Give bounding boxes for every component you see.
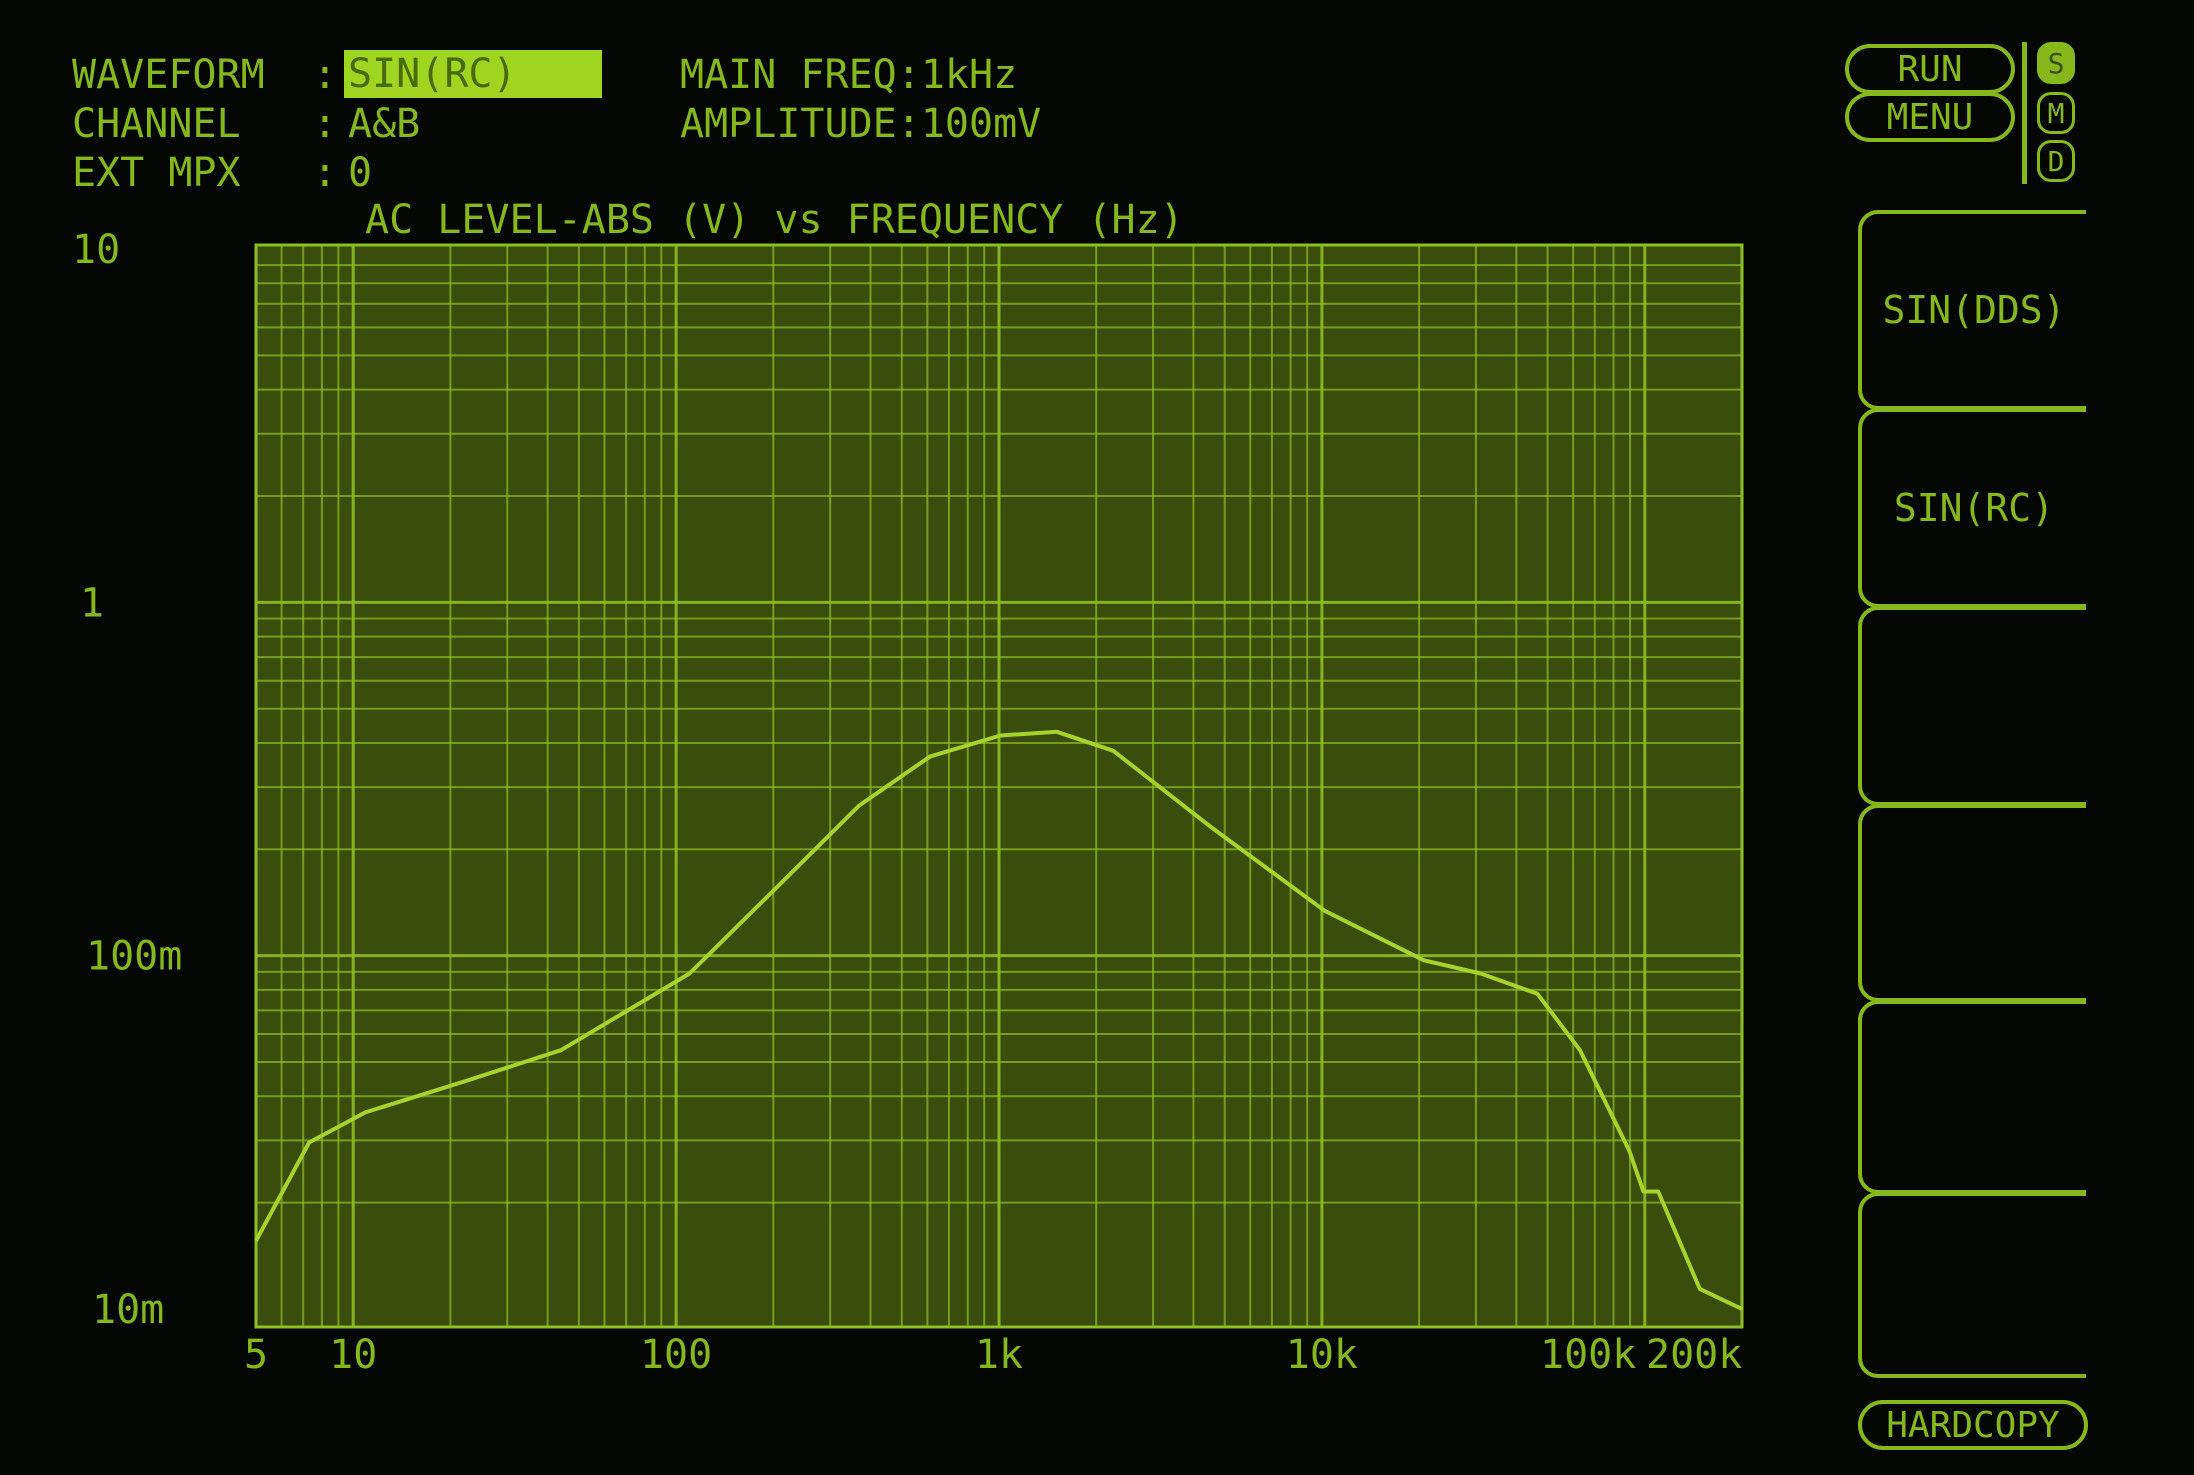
- softkey-sin-rc[interactable]: SIN(RC): [1858, 408, 2086, 608]
- softkey-5[interactable]: [1858, 1000, 2086, 1194]
- hardcopy-button[interactable]: HARDCOPY: [1858, 1400, 2088, 1450]
- x-tick-label: 5: [244, 1332, 268, 1378]
- amplitude: AMPLITUDE:100mV: [680, 101, 1042, 147]
- chart-title: AC LEVEL-ABS (V) vs FREQUENCY (Hz): [365, 197, 1184, 243]
- softkey-6[interactable]: [1858, 1192, 2086, 1378]
- ext-mpx-value: 0: [348, 150, 373, 196]
- waveform-value[interactable]: SIN(RC): [344, 50, 602, 98]
- ext-mpx-label: EXT MPX :: [72, 150, 337, 196]
- waveform-label: WAVEFORM :: [72, 52, 337, 98]
- mode-indicator-s[interactable]: S: [2037, 42, 2075, 84]
- main-freq: MAIN FREQ:1kHz: [680, 52, 1018, 98]
- x-tick-label: 200k: [1646, 1332, 1742, 1378]
- trace-line: [254, 729, 1743, 1311]
- y-tick-label: 1: [80, 580, 104, 626]
- x-tick-label: 100: [640, 1332, 712, 1378]
- x-tick-label: 1k: [975, 1332, 1023, 1378]
- y-tick-label: 10: [72, 227, 120, 273]
- softkey-3[interactable]: [1858, 606, 2086, 806]
- x-tick-label: 10: [329, 1332, 377, 1378]
- softkey-4[interactable]: [1858, 804, 2086, 1002]
- indicator-divider: [2022, 42, 2027, 184]
- softkey-sin-dds[interactable]: SIN(DDS): [1858, 210, 2086, 410]
- mode-indicator-d[interactable]: D: [2037, 140, 2075, 182]
- run-button[interactable]: RUN: [1845, 44, 2015, 94]
- y-tick-label: 10m: [92, 1287, 164, 1333]
- menu-button[interactable]: MENU: [1845, 92, 2015, 142]
- y-tick-label: 100m: [86, 934, 182, 980]
- channel-value: A&B: [348, 101, 421, 147]
- channel-label: CHANNEL :: [72, 101, 337, 147]
- mode-indicator-m[interactable]: M: [2037, 92, 2075, 134]
- x-tick-label: 10k: [1286, 1332, 1358, 1378]
- x-tick-label: 100k: [1540, 1332, 1636, 1378]
